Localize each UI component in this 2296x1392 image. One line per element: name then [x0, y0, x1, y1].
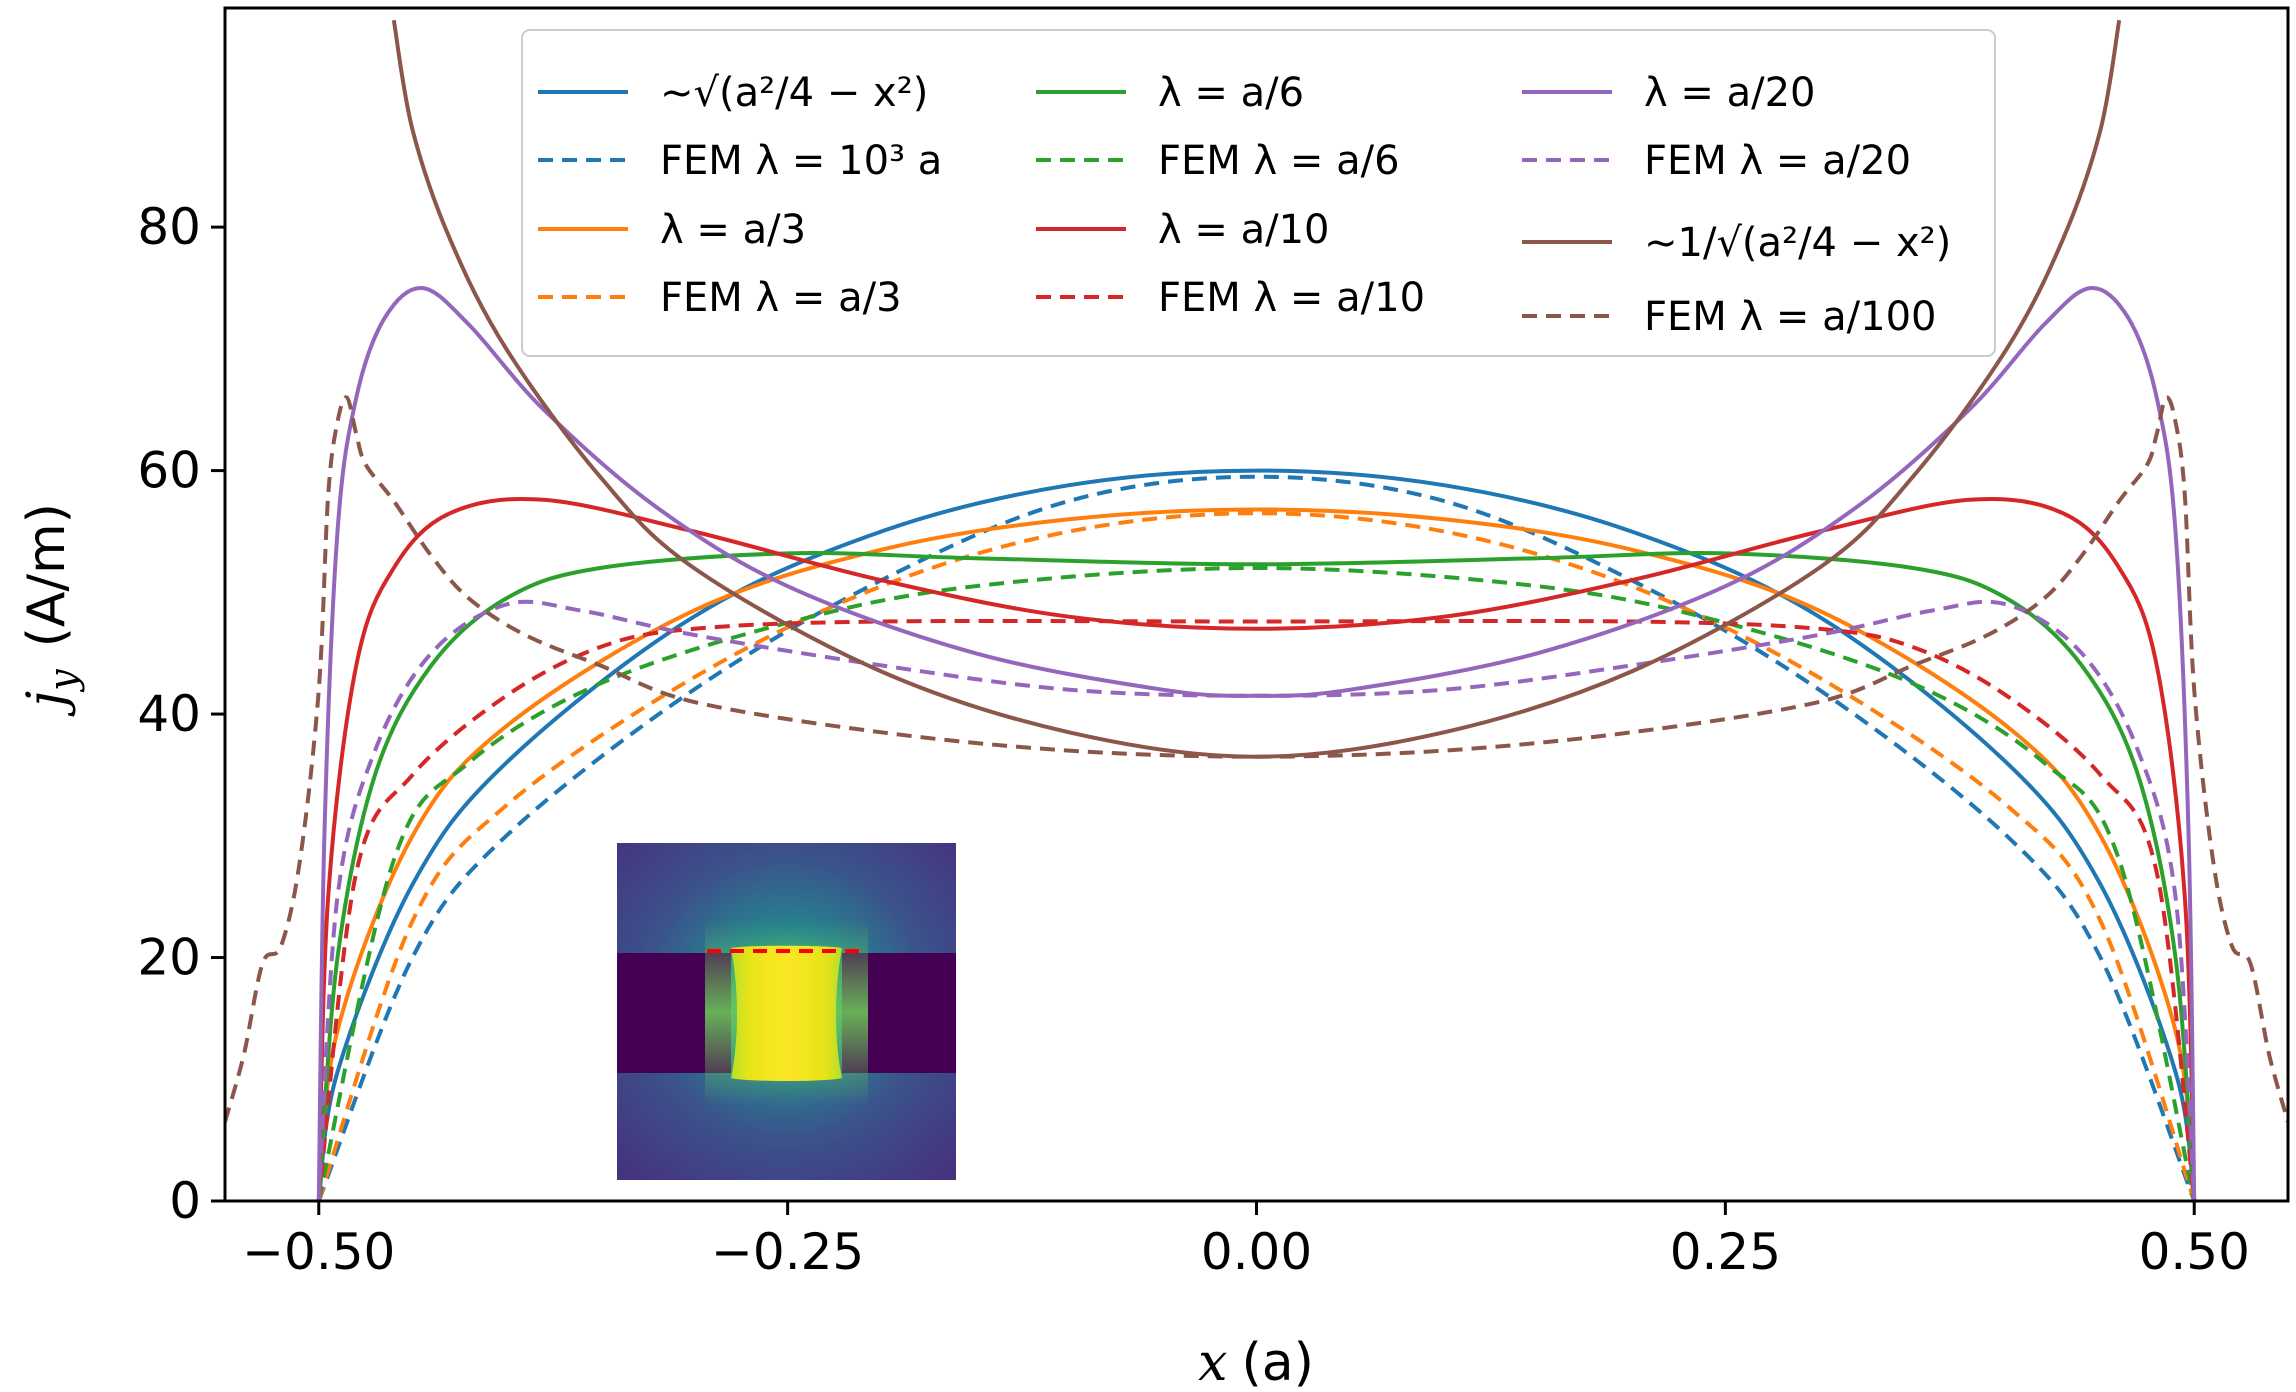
- series-line-2: [316, 507, 2197, 1201]
- y-axis-label: jy (A/m): [17, 503, 85, 717]
- x-tick-label: 0.50: [2139, 1223, 2250, 1281]
- legend-label-2: λ = a/3: [660, 207, 806, 253]
- legend-label-3: FEM λ = a/3: [660, 275, 902, 321]
- legend-label-5: FEM λ = a/6: [1158, 138, 1400, 184]
- y-tick-label: 40: [137, 685, 201, 743]
- legend-box: [521, 29, 1996, 357]
- series-line-6: [316, 496, 2197, 1201]
- legend-label-4: λ = a/6: [1158, 70, 1304, 116]
- inset-channel: [731, 945, 842, 1081]
- y-tick-label: 0: [169, 1172, 201, 1230]
- series-line-4: [316, 551, 2197, 1201]
- series-line-11: [225, 395, 2288, 1123]
- series-line-1: [316, 474, 2197, 1201]
- series-line-0: [316, 468, 2197, 1201]
- legend-label-11: FEM λ = a/100: [1644, 294, 1936, 340]
- y-tick-label: 60: [137, 442, 201, 500]
- series-line-3: [316, 511, 2197, 1201]
- x-tick-label: −0.50: [242, 1223, 395, 1281]
- legend-label-10: ~1/√(a²/4 − x²): [1644, 220, 1951, 266]
- x-axis-label: x (a): [1198, 1333, 1314, 1392]
- legend-label-9: FEM λ = a/20: [1644, 138, 1911, 184]
- legend-label-6: λ = a/10: [1158, 207, 1330, 253]
- y-axis-unit: (A/m): [17, 503, 77, 647]
- x-tick-label: 0.00: [1201, 1223, 1312, 1281]
- x-tick-label: 0.25: [1670, 1223, 1781, 1281]
- legend-label-1: FEM λ = 10³ a: [660, 138, 942, 184]
- legend-label-0: ~√(a²/4 − x²): [660, 70, 928, 116]
- y-tick-label: 20: [137, 929, 201, 987]
- legend-label-8: λ = a/20: [1644, 70, 1816, 116]
- x-tick-label: −0.25: [711, 1223, 864, 1281]
- series-line-9: [316, 599, 2197, 1201]
- y-axis-sub: y: [41, 669, 85, 693]
- y-tick-label: 80: [137, 198, 201, 256]
- x-axis-unit: (a): [1241, 1333, 1313, 1392]
- inset-heatmap: [617, 843, 956, 1180]
- tick-layer: −0.50 −0.25 0.00 0.25 0.50 0 20 40 60 80: [137, 198, 2250, 1281]
- series-layer: [225, 19, 2288, 1201]
- y-axis-var: j: [17, 691, 77, 717]
- legend-label-7: FEM λ = a/10: [1158, 275, 1425, 321]
- legend: ~√(a²/4 − x²) FEM λ = 10³ a λ = a/3 FEM λ =…: [521, 29, 1996, 357]
- x-axis-var: x: [1198, 1333, 1227, 1392]
- series-line-7: [316, 618, 2197, 1201]
- series-line-5: [316, 566, 2197, 1201]
